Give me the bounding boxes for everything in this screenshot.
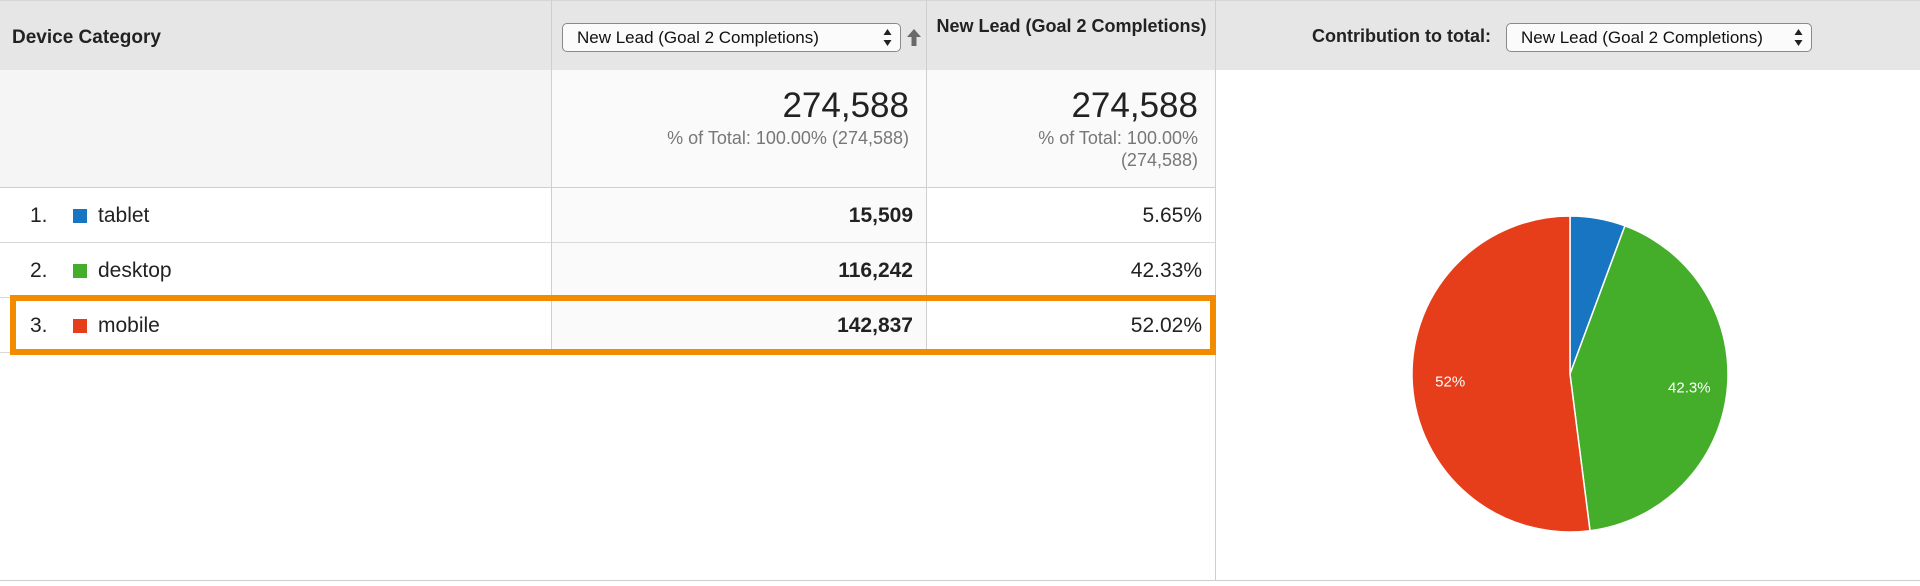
- table-row: 1. tablet: [0, 188, 552, 243]
- row-percent-cell: 5.65%: [927, 188, 1216, 243]
- row-value-cell: 15,509: [552, 188, 927, 243]
- row-value: 116,242: [838, 259, 913, 282]
- updown-icon: [883, 29, 892, 46]
- summary-goal-value: 274,588: [1071, 86, 1198, 125]
- header-contribution: Contribution to total: New Lead (Goal 2 …: [1216, 0, 1920, 70]
- contribution-select-value: New Lead (Goal 2 Completions): [1521, 28, 1763, 47]
- legend-swatch: [73, 264, 87, 278]
- summary-goal-percent-line1: % of Total: 100.00%: [1038, 128, 1198, 148]
- sort-ascending-icon[interactable]: [903, 26, 925, 48]
- summary-category-cell: [0, 70, 552, 188]
- goal-column-title: New Lead (Goal 2 Completions): [936, 16, 1207, 36]
- row-percent: 5.65%: [1142, 204, 1202, 227]
- contribution-pie-chart: 42.3% 52%: [1411, 215, 1729, 533]
- metric-select-value: New Lead (Goal 2 Completions): [577, 28, 819, 47]
- row-label-link[interactable]: mobile: [98, 314, 160, 337]
- row-label-link[interactable]: tablet: [98, 204, 150, 227]
- row-value: 142,837: [837, 314, 913, 337]
- pie-slice-label: 42.3%: [1668, 380, 1711, 397]
- device-category-label: Device Category: [12, 27, 161, 48]
- contribution-label: Contribution to total:: [1312, 26, 1491, 46]
- column-divider: [1215, 0, 1216, 581]
- summary-total-percent: % of Total: 100.00% (274,588): [667, 128, 909, 148]
- pie-slice-label: 52%: [1435, 374, 1465, 391]
- contribution-select[interactable]: New Lead (Goal 2 Completions): [1506, 23, 1812, 52]
- header-device-category[interactable]: Device Category: [0, 0, 552, 70]
- table-bottom-border: [0, 580, 1920, 581]
- summary-goal-percent: % of Total: 100.00% (274,588): [1038, 127, 1198, 171]
- summary-total-cell: 274,588 % of Total: 100.00% (274,588): [552, 70, 927, 188]
- column-divider: [551, 0, 552, 353]
- row-percent: 42.33%: [1130, 259, 1202, 282]
- row-value-cell: 116,242: [552, 243, 927, 298]
- column-divider: [926, 0, 927, 353]
- summary-goal-percent-line2: (274,588): [1120, 150, 1198, 170]
- updown-icon: [1794, 29, 1803, 46]
- legend-swatch: [73, 319, 87, 333]
- row-percent-cell: 42.33%: [927, 243, 1216, 298]
- header-sort-metric: New Lead (Goal 2 Completions): [552, 0, 927, 70]
- pie-slice-desktop[interactable]: [1569, 224, 1729, 532]
- row-label-link[interactable]: desktop: [98, 259, 172, 282]
- metric-select[interactable]: New Lead (Goal 2 Completions): [562, 23, 901, 52]
- header-goal-column[interactable]: New Lead (Goal 2 Completions): [927, 0, 1216, 70]
- row-rank: 3.: [30, 314, 48, 337]
- highlight-box: [10, 295, 1216, 355]
- summary-goal-cell: 274,588 % of Total: 100.00% (274,588): [927, 70, 1216, 188]
- pie-slice-mobile[interactable]: [1411, 215, 1591, 533]
- legend-swatch: [73, 209, 87, 223]
- summary-total-value: 274,588: [782, 86, 909, 125]
- row-value: 15,509: [848, 204, 913, 227]
- row-value-cell: 142,837: [552, 298, 927, 353]
- row-rank: 1.: [30, 204, 48, 227]
- row-percent: 52.02%: [1130, 314, 1202, 337]
- table-row: 2. desktop: [0, 243, 552, 298]
- row-rank: 2.: [30, 259, 48, 282]
